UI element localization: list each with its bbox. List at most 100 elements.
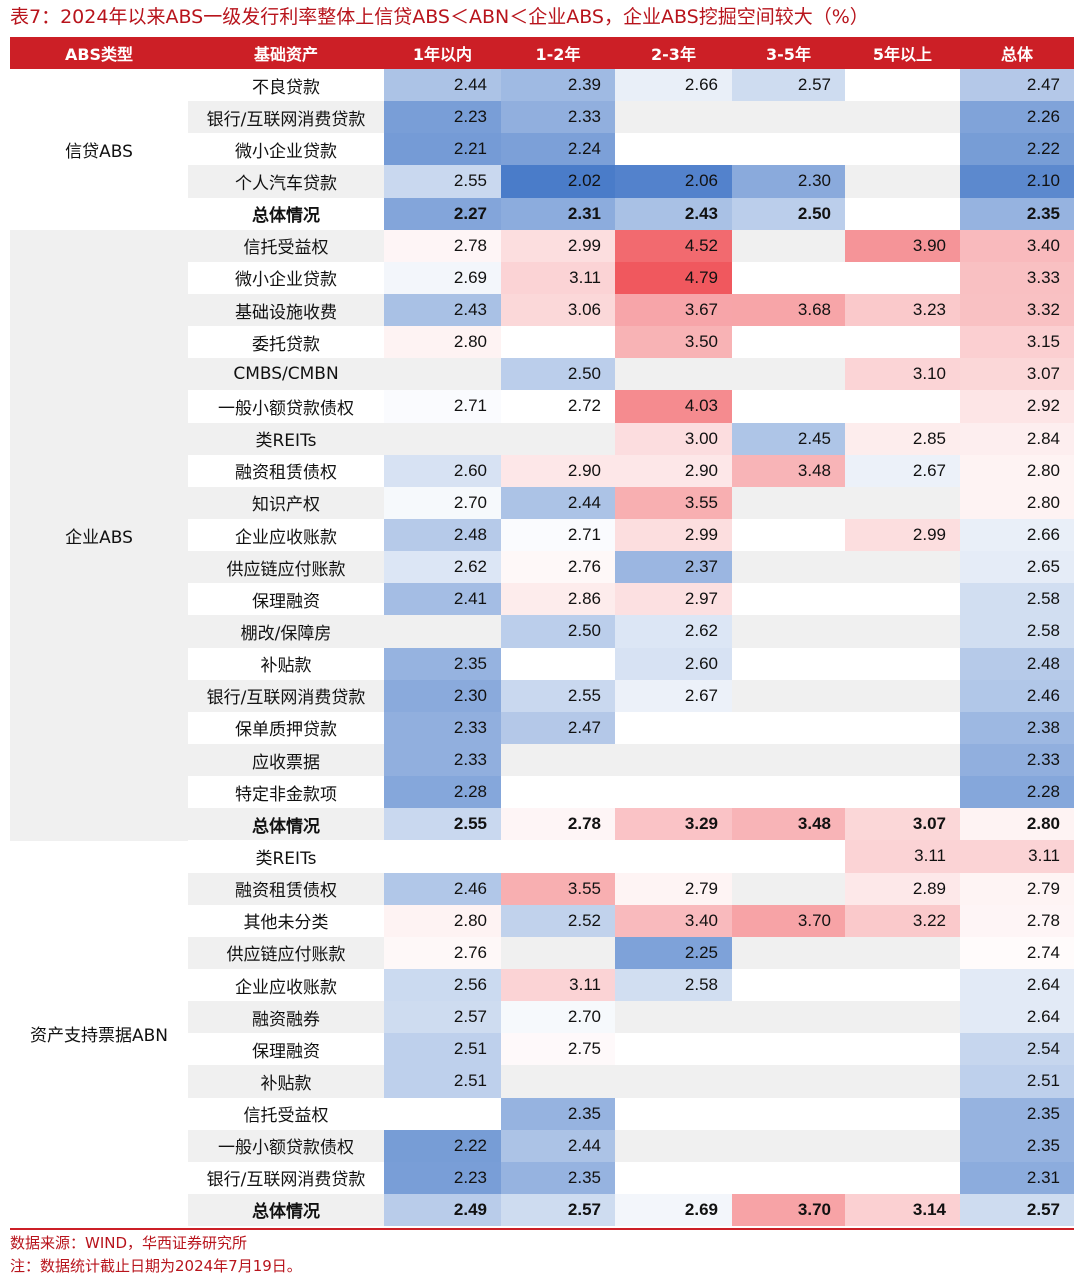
rate-cell-under-1y [384, 1098, 501, 1130]
asset-label: 补贴款 [260, 656, 312, 677]
rate-cell-under-1y: 2.28 [384, 776, 501, 809]
table-row: 保单质押贷款 2.33 2.47 2.38 [188, 711, 1074, 744]
rate-cell-under-1y: 2.22 [384, 1129, 501, 1162]
rate-cell-under-1y: 2.62 [384, 551, 501, 584]
table-row: 应收票据 2.33 2.33 [188, 743, 1074, 777]
table-row: 供应链应付账款 2.62 2.76 2.37 2.65 [188, 551, 1074, 584]
rate-cell-over-5y [845, 133, 960, 165]
table-row: 供应链应付账款 2.76 2.25 2.74 [188, 936, 1074, 969]
rate-cell-over-5y [845, 679, 960, 712]
rate-cell-overall: 2.46 [960, 679, 1074, 712]
rate-cell-1-2y [501, 776, 615, 808]
table-row: 银行/互联网消费贷款 2.23 2.33 2.26 [188, 101, 1074, 134]
rate-cell-under-1y: 2.46 [384, 872, 501, 905]
rate-cell-3-5y [732, 1001, 845, 1034]
rate-cell-2-3y [615, 1162, 732, 1194]
rate-cell-1-2y [501, 422, 615, 455]
table-bottom-rule [10, 1228, 1074, 1231]
table-row: 知识产权 2.70 2.44 3.55 2.80 [188, 486, 1074, 519]
rate-cell-1-2y [501, 648, 615, 680]
rate-cell-3-5y [732, 326, 845, 358]
rate-cell-2-3y: 2.99 [615, 518, 732, 552]
table-row: 企业应收账款 2.48 2.71 2.99 2.99 2.66 [188, 518, 1074, 552]
asset-label: 特定非金款项 [235, 784, 337, 805]
asset-label: 融资租赁债权 [188, 872, 384, 905]
rate-cell-2-3y: 2.43 [615, 197, 732, 230]
table-row: 基础设施收费 2.43 3.06 3.67 3.68 3.23 3.32 [188, 293, 1074, 327]
table-row: 微小企业贷款 2.69 3.11 4.79 3.33 [188, 261, 1074, 294]
table-row: 类REITs 3.11 3.11 [188, 840, 1074, 873]
rate-cell-3-5y [732, 1162, 845, 1194]
table-header: ABS类型 基础资产 1年以内 1-2年 2-3年 3-5年 5年以上 总体 [10, 37, 1074, 69]
table-row: 棚改/保障房 2.50 2.62 2.58 [188, 615, 1074, 648]
header-asset: 基础资产 [253, 45, 318, 64]
rate-cell-overall: 2.80 [960, 486, 1074, 519]
rate-cell-3-5y [732, 101, 845, 134]
rate-cell-over-5y: 3.11 [845, 840, 960, 873]
table-row: 企业应收账款 2.56 3.11 2.58 2.64 [188, 968, 1074, 1002]
table-row: 融资租赁债权 2.60 2.90 2.90 3.48 2.67 2.80 [188, 454, 1074, 487]
rate-cell-overall: 2.58 [960, 615, 1074, 648]
rate-cell-2-3y [615, 133, 732, 165]
rate-cell-2-3y: 3.67 [615, 293, 732, 327]
rate-cell-overall: 2.80 [960, 454, 1074, 487]
asset-label: 保单质押贷款 [235, 720, 337, 741]
rate-cell-under-1y [384, 840, 501, 872]
total-row: 总体情况 2.27 2.31 2.43 2.50 2.35 [188, 197, 1074, 230]
rate-cell-overall: 2.38 [960, 711, 1074, 744]
rate-cell-2-3y [615, 712, 732, 744]
footnote-source: 数据来源：WIND，华西证券研究所 [10, 1234, 248, 1253]
rate-cell-3-5y [732, 872, 845, 905]
rate-cell-under-1y: 2.80 [384, 904, 501, 937]
rate-cell-overall: 2.10 [960, 165, 1074, 198]
rate-cell-overall: 2.64 [960, 968, 1074, 1002]
rate-cell-1-2y: 2.55 [501, 679, 615, 712]
rate-cell-overall: 3.32 [960, 293, 1074, 327]
table-row: 其他未分类 2.80 2.52 3.40 3.70 3.22 2.78 [188, 904, 1074, 937]
total-row: 总体情况 2.49 2.57 2.69 3.70 3.14 2.57 [188, 1193, 1074, 1227]
rate-cell-2-3y: 2.69 [615, 1193, 732, 1227]
rate-cell-2-3y: 3.55 [615, 486, 732, 519]
rate-cell-2-3y: 3.40 [615, 904, 732, 937]
rate-cell-1-2y: 3.06 [501, 293, 615, 327]
rows-container: 不良贷款 2.44 2.39 2.66 2.57 2.47 银行/互联网消费贷款 2.23 2.… [188, 69, 1074, 1227]
asset-label: 企业应收账款 [235, 977, 337, 998]
asset-label: 一般小额贷款债权 [218, 398, 354, 419]
rate-cell-over-5y: 3.22 [845, 904, 960, 937]
rate-cell-under-1y: 2.70 [384, 486, 501, 519]
rate-cell-under-1y [384, 615, 501, 648]
rate-cell-overall: 2.51 [960, 1065, 1074, 1098]
rate-cell-over-5y [845, 583, 960, 615]
rate-cell-1-2y: 2.50 [501, 615, 615, 648]
rate-cell-1-2y: 2.39 [501, 69, 615, 102]
asset-label: 一般小额贷款债权 [188, 1129, 384, 1162]
rate-cell-over-5y [845, 1129, 960, 1162]
rate-cell-1-2y: 2.78 [501, 808, 615, 841]
rate-cell-2-3y: 2.97 [615, 583, 732, 616]
rate-cell-3-5y [732, 229, 845, 262]
rate-cell-over-5y [845, 262, 960, 294]
table-row: 保理融资 2.51 2.75 2.54 [188, 1033, 1074, 1066]
rate-cell-2-3y [615, 1001, 732, 1034]
rate-cell-overall: 3.15 [960, 326, 1074, 359]
rate-cell-under-1y: 2.78 [384, 229, 501, 262]
table-row: 微小企业贷款 2.21 2.24 2.22 [188, 133, 1074, 166]
rate-cell-1-2y [501, 326, 615, 358]
rate-cell-under-1y: 2.21 [384, 133, 501, 166]
rate-cell-under-1y: 2.80 [384, 326, 501, 359]
rate-cell-over-5y: 2.89 [845, 872, 960, 905]
rate-cell-2-3y [615, 1098, 732, 1130]
rate-cell-2-3y [615, 1065, 732, 1098]
rate-cell-3-5y: 2.45 [732, 422, 845, 455]
rate-cell-1-2y: 2.47 [501, 711, 615, 744]
rate-cell-3-5y [732, 1065, 845, 1098]
rate-cell-over-5y [845, 390, 960, 422]
rate-cell-under-1y: 2.35 [384, 647, 501, 680]
asset-label: 棚改/保障房 [188, 615, 384, 648]
rate-cell-under-1y: 2.69 [384, 261, 501, 294]
asset-label: 微小企业贷款 [235, 270, 337, 291]
table-row: 类REITs 3.00 2.45 2.85 2.84 [188, 422, 1074, 455]
rate-cell-3-5y [732, 1098, 845, 1130]
rate-cell-1-2y: 2.02 [501, 165, 615, 198]
asset-label: 企业应收账款 [235, 527, 337, 548]
